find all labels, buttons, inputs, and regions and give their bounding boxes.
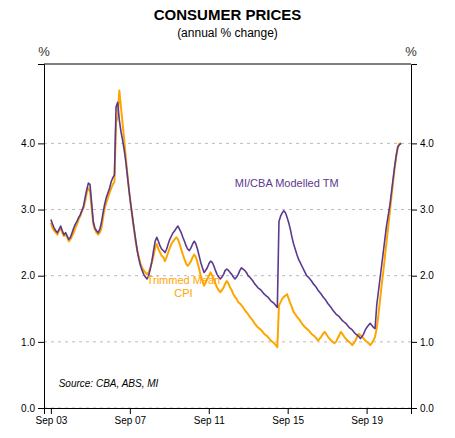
tick-label: 3.0 bbox=[420, 204, 434, 215]
tick-mark bbox=[130, 408, 131, 414]
tick-label: 0.0 bbox=[420, 403, 434, 414]
tick: Sep 11 bbox=[194, 408, 225, 426]
tick-mark bbox=[411, 276, 417, 277]
tick-label: Sep 07 bbox=[114, 415, 146, 426]
tick-label: 0.0 bbox=[21, 403, 35, 414]
tick: 4.0 bbox=[21, 138, 44, 149]
grid-line bbox=[44, 209, 411, 210]
tick-mark bbox=[38, 210, 44, 211]
tick-label: 3.0 bbox=[21, 204, 35, 215]
tick: 0.0 bbox=[411, 403, 434, 414]
title: CONSUMER PRICES bbox=[154, 6, 302, 23]
tick: 1.0 bbox=[21, 337, 44, 348]
y-axis-title: % bbox=[38, 44, 50, 59]
tick: 2.0 bbox=[21, 270, 44, 281]
chart: CONSUMER PRICES(annual % change)Sep 03Se… bbox=[0, 0, 455, 438]
tick-mark bbox=[288, 408, 289, 414]
series-label: Trimmed MeanCPI bbox=[147, 274, 221, 299]
tick-mark bbox=[38, 276, 44, 277]
tick-label: 4.0 bbox=[21, 138, 35, 149]
x-axis: Sep 03 Sep 07 Sep 11 Sep 15 Sep 19 bbox=[36, 408, 412, 426]
tick: 0.0 bbox=[21, 403, 44, 414]
tick-label: Sep 03 bbox=[36, 415, 68, 426]
tick-mark bbox=[411, 143, 417, 144]
plot-area bbox=[51, 90, 401, 347]
tick-label: 1.0 bbox=[21, 337, 35, 348]
tick-label: Sep 11 bbox=[194, 415, 225, 426]
tick-label: 2.0 bbox=[420, 270, 434, 281]
tick: Sep 19 bbox=[351, 408, 383, 426]
series-label: MI/CBA Modelled TM bbox=[235, 177, 339, 189]
grid bbox=[44, 143, 411, 408]
tick-mark bbox=[367, 408, 368, 414]
tick-mark bbox=[51, 408, 52, 414]
tick: 4.0 bbox=[411, 138, 434, 149]
tick-label: 1.0 bbox=[420, 337, 434, 348]
axis-line bbox=[45, 409, 412, 415]
tick: 1.0 bbox=[411, 337, 434, 348]
frame-top bbox=[44, 64, 411, 65]
y2-axis-title: % bbox=[405, 44, 417, 59]
tick-mark bbox=[411, 342, 417, 343]
tick: Sep 15 bbox=[272, 408, 304, 426]
subtitle: (annual % change) bbox=[177, 26, 278, 40]
tick: Sep 03 bbox=[36, 408, 68, 426]
grid-line bbox=[44, 275, 411, 276]
tick-mark bbox=[38, 342, 44, 343]
tick: 3.0 bbox=[411, 204, 434, 215]
y2-axis: 0.0 1.0 2.0 3.0 4.0 bbox=[411, 65, 434, 414]
axis-line bbox=[412, 65, 418, 409]
tick: Sep 07 bbox=[114, 408, 146, 426]
tick-label: 2.0 bbox=[21, 270, 35, 281]
tick-label: 4.0 bbox=[420, 138, 434, 149]
tick: 2.0 bbox=[411, 270, 434, 281]
source: Source: CBA, ABS, MI bbox=[59, 378, 159, 389]
tick-mark bbox=[411, 210, 417, 211]
tick-mark bbox=[209, 408, 210, 414]
tick-mark bbox=[38, 408, 44, 409]
tick: 3.0 bbox=[21, 204, 44, 215]
y-axis: 0.0 1.0 2.0 3.0 4.0 bbox=[21, 65, 44, 414]
tick-mark bbox=[38, 143, 44, 144]
tick-label: Sep 19 bbox=[351, 415, 383, 426]
grid-line bbox=[44, 143, 411, 144]
tick-mark bbox=[411, 408, 417, 409]
axis-line bbox=[38, 65, 45, 409]
series-line bbox=[51, 90, 401, 347]
series-line bbox=[51, 102, 401, 338]
tick-label: Sep 15 bbox=[272, 415, 304, 426]
